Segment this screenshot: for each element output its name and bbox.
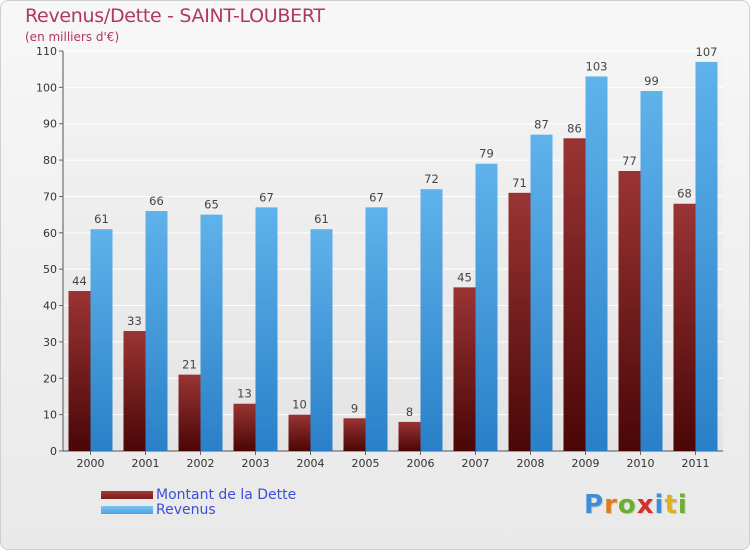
data-label-debt: 68 [677, 187, 692, 201]
logo-letter: x [636, 490, 655, 520]
x-tick-label: 2000 [77, 457, 105, 470]
bar-revenue [365, 207, 388, 451]
x-tick-label: 2009 [572, 457, 600, 470]
x-tick-label: 2006 [407, 457, 435, 470]
data-label-debt: 33 [127, 314, 142, 328]
logo-letter: P [584, 490, 605, 520]
bar-debt [563, 138, 586, 452]
x-tick-label: 2002 [187, 457, 215, 470]
data-label-revenue: 87 [534, 118, 549, 132]
bar-revenue [200, 214, 223, 451]
x-tick-label: 2005 [352, 457, 380, 470]
x-tick-label: 2010 [627, 457, 655, 470]
x-tick-label: 2007 [462, 457, 490, 470]
data-label-revenue: 103 [586, 59, 608, 73]
data-label-revenue: 99 [644, 74, 659, 88]
data-label-revenue: 107 [696, 45, 718, 59]
bar-revenue [255, 207, 278, 451]
y-tick-label: 30 [43, 336, 57, 349]
data-label-debt: 10 [292, 398, 307, 412]
chart-title: Revenus/Dette - SAINT-LOUBERT [25, 5, 325, 27]
x-tick-label: 2011 [682, 457, 710, 470]
bar-revenue [695, 61, 718, 452]
x-tick-label: 2003 [242, 457, 270, 470]
logo-letter: t [664, 490, 678, 520]
y-tick-label: 10 [43, 409, 57, 422]
data-label-debt: 71 [512, 176, 527, 190]
logo-letter: r [604, 490, 618, 520]
bar-revenue [90, 229, 113, 451]
y-tick-label: 100 [36, 81, 57, 94]
y-tick-label: 40 [43, 300, 57, 313]
plot-area [63, 51, 723, 451]
bar-debt [343, 418, 366, 451]
bar-debt [508, 192, 531, 451]
y-tick-label: 0 [50, 445, 57, 458]
proxiti-logo: Proxiti [584, 490, 688, 520]
legend-label-debt: Montant de la Dette [156, 487, 297, 503]
bar-debt [673, 203, 696, 451]
y-tick-label: 60 [43, 227, 57, 240]
data-label-revenue: 61 [94, 212, 109, 226]
data-label-debt: 9 [351, 401, 358, 415]
logo-letter: i [677, 490, 688, 520]
x-tick-label: 2001 [132, 457, 160, 470]
data-label-revenue: 65 [204, 198, 219, 212]
data-label-revenue: 72 [424, 172, 439, 186]
y-tick-label: 70 [43, 190, 57, 203]
y-tick-label: 80 [43, 154, 57, 167]
bar-revenue [530, 134, 553, 452]
bar-revenue [475, 163, 498, 451]
data-label-revenue: 66 [149, 194, 164, 208]
bar-debt [288, 414, 311, 451]
y-tick-label: 110 [36, 45, 57, 58]
x-tick-label: 2008 [517, 457, 545, 470]
data-label-debt: 21 [182, 358, 197, 372]
bar-revenue [310, 229, 333, 451]
bar-revenue [585, 76, 608, 452]
y-tick-label: 90 [43, 118, 57, 131]
y-tick-label: 20 [43, 372, 57, 385]
data-label-debt: 86 [567, 121, 582, 135]
bar-debt [233, 403, 256, 451]
chart-subtitle: (en milliers d'€) [25, 30, 120, 44]
data-label-revenue: 79 [479, 147, 494, 161]
logo-letter: i [654, 490, 665, 520]
bar-revenue [640, 91, 663, 451]
bar-revenue [420, 189, 443, 451]
bar-debt [68, 291, 91, 451]
bar-debt [178, 374, 201, 451]
x-tick-label: 2004 [297, 457, 325, 470]
bar-debt [123, 331, 146, 451]
bar-debt [398, 421, 421, 451]
data-label-revenue: 67 [369, 190, 384, 204]
legend-swatch-debt [101, 491, 153, 499]
data-label-debt: 8 [406, 405, 413, 419]
data-label-debt: 77 [622, 154, 637, 168]
bar-revenue [145, 211, 168, 451]
legend-label-revenue: Revenus [156, 502, 216, 518]
data-label-revenue: 67 [259, 190, 274, 204]
bar-debt [453, 287, 476, 451]
legend-swatch-revenue [101, 506, 153, 514]
logo-letter: o [617, 490, 637, 520]
y-tick-label: 50 [43, 263, 57, 276]
data-label-revenue: 61 [314, 212, 329, 226]
bar-debt [618, 171, 641, 451]
data-label-debt: 44 [72, 274, 87, 288]
data-label-debt: 13 [237, 387, 252, 401]
data-label-debt: 45 [457, 270, 472, 284]
